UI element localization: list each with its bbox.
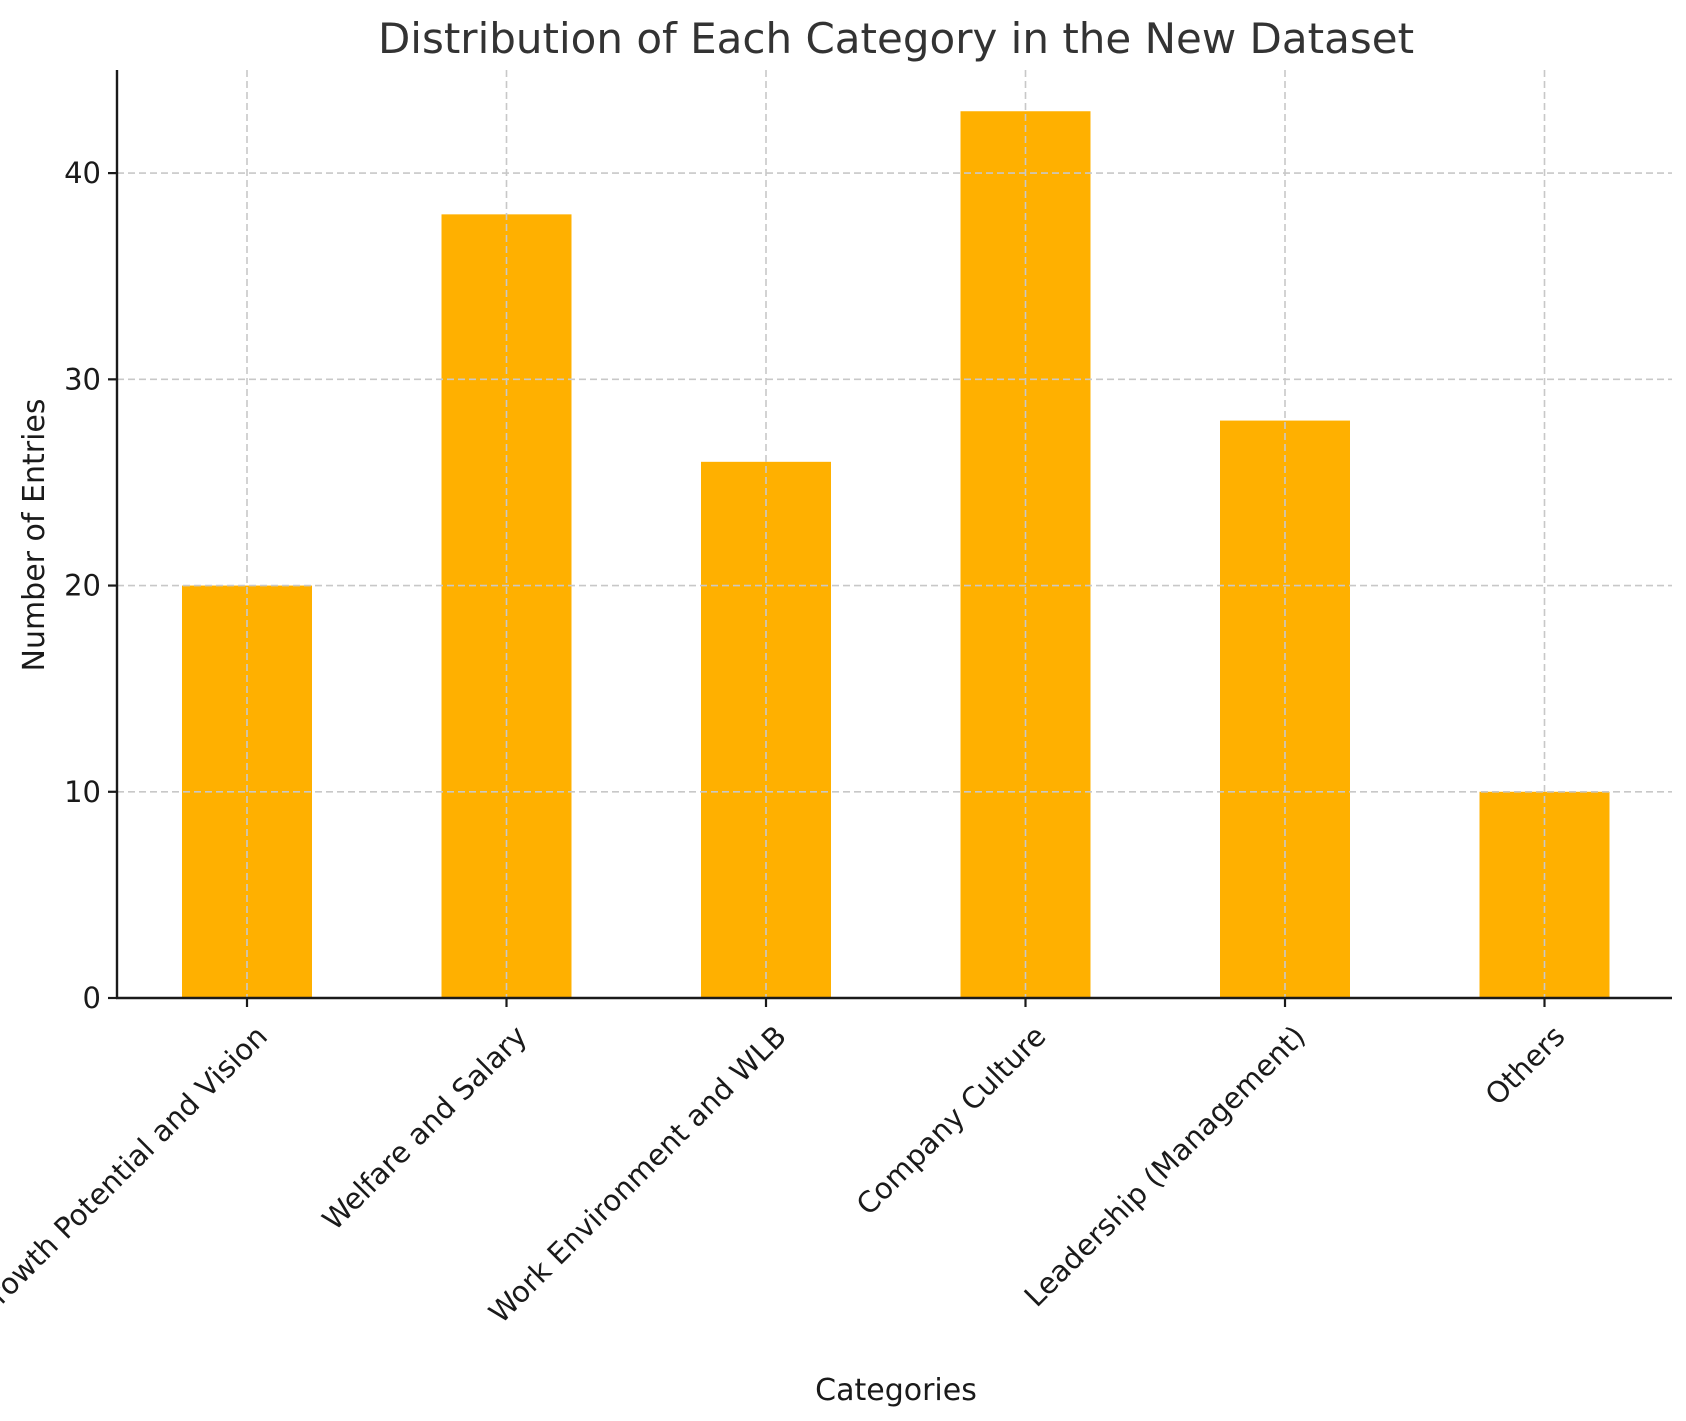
grid-layer bbox=[117, 70, 1672, 998]
bars-layer bbox=[182, 111, 1610, 999]
y-tick-label: 20 bbox=[64, 569, 101, 603]
y-tick-label: 40 bbox=[64, 156, 101, 190]
x-tick-label: Welfare and Salary bbox=[316, 1019, 534, 1237]
chart-title: Distribution of Each Category in the New… bbox=[378, 14, 1414, 63]
x-axis-label: Categories bbox=[815, 1373, 977, 1408]
x-tick-label: Company Culture bbox=[850, 1019, 1053, 1222]
axes-layer bbox=[108, 70, 1672, 1007]
bar bbox=[441, 214, 572, 998]
x-tick-label: Work Environment and WLB bbox=[482, 1019, 793, 1330]
y-tick-label: 10 bbox=[64, 775, 101, 809]
x-tick-label: Growth Potential and Vision bbox=[0, 1019, 274, 1326]
x-tick-label: Others bbox=[1478, 1019, 1571, 1112]
y-tick-label: 30 bbox=[64, 362, 101, 396]
x-tick-label: Leadership (Management) bbox=[1018, 1019, 1312, 1313]
y-tick-label: 0 bbox=[83, 981, 101, 1015]
y-axis-label: Number of Entries bbox=[17, 399, 52, 672]
